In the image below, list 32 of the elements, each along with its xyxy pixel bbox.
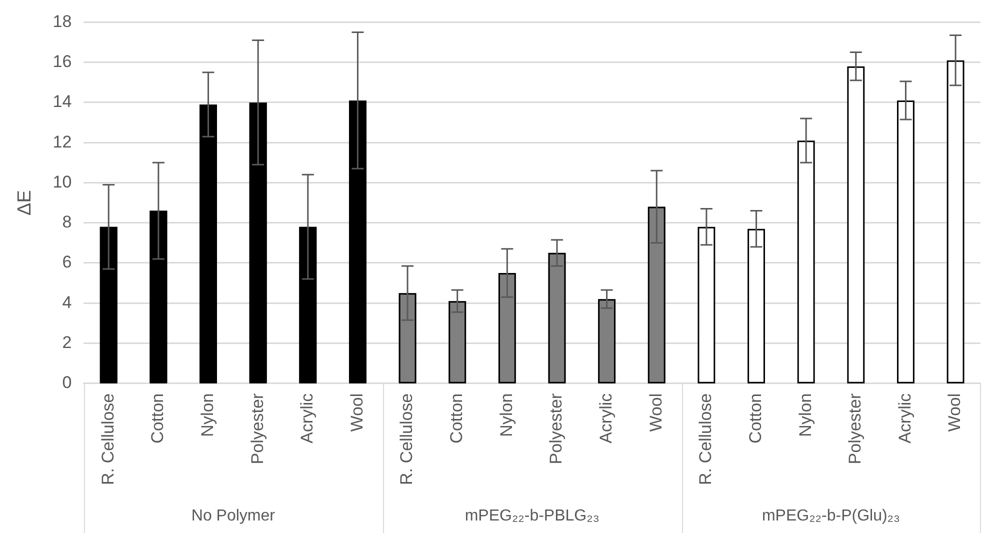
x-tick-label: Wool	[347, 393, 366, 432]
x-tick-label: Cotton	[746, 393, 765, 444]
y-tick-label: 16	[52, 52, 72, 72]
x-tick-label: Acrylic	[596, 392, 616, 444]
x-tick-label: Polyester	[546, 393, 566, 464]
y-tick-label: 6	[62, 252, 72, 272]
x-tick-label: Wool	[646, 393, 666, 432]
x-tick-label: Nylon	[496, 393, 516, 437]
text: No Polymer	[191, 507, 276, 524]
x-tick-label: R. Cellulose	[397, 393, 416, 486]
y-tick-label: 14	[52, 92, 72, 112]
x-tick-label: Cotton	[148, 393, 168, 444]
y-tick-label: 18	[52, 12, 72, 31]
y-tick-label: 4	[62, 292, 72, 312]
x-tick-label: Nylon	[198, 393, 217, 437]
y-tick-label: 8	[62, 212, 72, 232]
y-tick-label: 12	[52, 132, 72, 152]
x-tick-label: Wool	[945, 393, 964, 432]
x-tick-label: R. Cellulose	[98, 393, 118, 486]
x-tick-label: Polyester	[248, 393, 267, 464]
y-tick-label: 10	[52, 172, 72, 192]
text: mPEG₂₂-b-PBLG₂₃	[464, 507, 600, 524]
y-axis-title: ΔE	[14, 190, 36, 216]
x-tick-label: Acrylic	[895, 392, 914, 444]
x-tick-label: Acrylic	[298, 392, 317, 444]
x-tick-label: R. Cellulose	[696, 393, 716, 486]
x-tick-label: Nylon	[796, 393, 815, 437]
x-tick-label: Polyester	[846, 393, 865, 464]
y-tick-label: 2	[62, 332, 72, 352]
x-tick-label: Cotton	[447, 393, 466, 444]
y-tick-label: 0	[62, 373, 72, 392]
text: mPEG₂₂-b-P(Glu)₂₃	[762, 507, 900, 524]
